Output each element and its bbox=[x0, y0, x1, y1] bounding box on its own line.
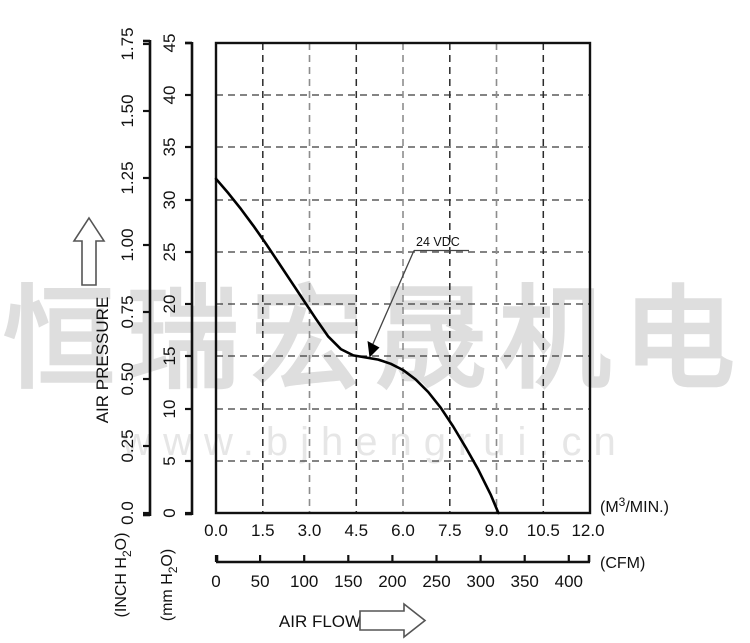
y-tick-mm-4: 20 bbox=[160, 295, 179, 314]
watermark: 恒瑞宏晟机电 www.bjhengrui.cn bbox=[3, 275, 747, 464]
y-tick-mm-1: 5 bbox=[160, 456, 179, 465]
annotation-24vdc: 24 VDC bbox=[367, 235, 469, 358]
y-axis-primary: 0 5 10 15 20 25 30 35 40 45 (mm H2O) bbox=[159, 34, 194, 621]
x-tick-cfm-0: 0 bbox=[211, 572, 220, 591]
y-axis-secondary: 0.0 0.25 0.50 0.75 1.00 1.25 1.50 1.75 (… bbox=[113, 27, 152, 618]
y-tick-inch-3: 0.75 bbox=[118, 295, 137, 328]
plot-frame bbox=[214, 41, 592, 515]
x-tick-m3-8: 12.0 bbox=[571, 521, 604, 540]
y-tick-mm-0: 0 bbox=[160, 508, 179, 517]
y-axis-title: AIR PRESSURE bbox=[93, 297, 112, 424]
y-tick-mm-5: 25 bbox=[160, 243, 179, 262]
x-tick-cfm-8: 400 bbox=[555, 572, 583, 591]
x-axis-primary-unit: (M3/MIN.) bbox=[600, 495, 669, 516]
x-tick-cfm-2: 100 bbox=[290, 572, 318, 591]
watermark-url: www.bjhengrui.cn bbox=[121, 420, 628, 464]
x-axis-secondary: 0 50 100 150 200 250 300 350 400 (CFM) bbox=[211, 555, 645, 591]
up-arrow-icon bbox=[72, 216, 106, 286]
y-axis-secondary-unit: (INCH H2O) bbox=[113, 533, 134, 618]
y-tick-inch-2: 0.50 bbox=[118, 362, 137, 395]
y-tick-mm-2: 10 bbox=[160, 400, 179, 419]
x-tick-m3-4: 6.0 bbox=[391, 521, 415, 540]
x-tick-cfm-1: 50 bbox=[251, 572, 270, 591]
x-tick-m3-3: 4.5 bbox=[344, 521, 368, 540]
y-tick-inch-1: 0.25 bbox=[118, 429, 137, 462]
curve-24vdc bbox=[214, 177, 500, 515]
x-tick-m3-7: 10.5 bbox=[527, 521, 560, 540]
x-axis-primary-labels: 0.0 1.5 3.0 4.5 6.0 7.5 9.0 10.5 12.0 (M… bbox=[204, 495, 669, 540]
y-tick-mm-9: 45 bbox=[160, 34, 179, 53]
x-tick-m3-1: 1.5 bbox=[251, 521, 275, 540]
x-tick-cfm-6: 300 bbox=[466, 572, 494, 591]
annotation-arrowhead bbox=[367, 341, 380, 358]
x-axis-secondary-unit: (CFM) bbox=[600, 555, 645, 572]
watermark-company: 恒瑞宏晟机电 bbox=[3, 275, 747, 405]
x-axis-title: AIR FLOW bbox=[279, 612, 361, 631]
y-tick-mm-7: 35 bbox=[160, 138, 179, 157]
plot-area: 24 VDC bbox=[214, 41, 592, 515]
x-tick-cfm-5: 250 bbox=[422, 572, 450, 591]
x-tick-m3-2: 3.0 bbox=[298, 521, 322, 540]
y-tick-inch-0: 0.0 bbox=[118, 501, 137, 525]
x-tick-m3-5: 7.5 bbox=[438, 521, 462, 540]
x-tick-cfm-3: 150 bbox=[334, 572, 362, 591]
x-tick-cfm-4: 200 bbox=[378, 572, 406, 591]
y-tick-inch-6: 1.50 bbox=[118, 94, 137, 127]
y-axis-primary-unit: (mm H2O) bbox=[159, 549, 180, 621]
y-tick-inch-5: 1.25 bbox=[118, 161, 137, 194]
y-tick-inch-7: 1.75 bbox=[118, 27, 137, 60]
x-tick-m3-6: 9.0 bbox=[485, 521, 509, 540]
x-tick-cfm-7: 350 bbox=[511, 572, 539, 591]
y-tick-mm-6: 30 bbox=[160, 191, 179, 210]
y-tick-inch-4: 1.00 bbox=[118, 228, 137, 261]
y-tick-mm-3: 15 bbox=[160, 347, 179, 366]
y-tick-mm-8: 40 bbox=[160, 86, 179, 105]
right-arrow-icon bbox=[359, 602, 427, 639]
annotation-label: 24 VDC bbox=[416, 235, 460, 249]
x-tick-m3-0: 0.0 bbox=[204, 521, 228, 540]
